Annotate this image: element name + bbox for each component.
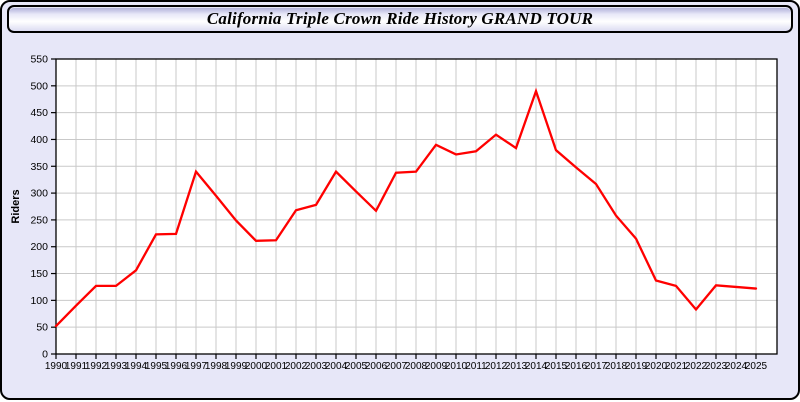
riders-line-series [54, 87, 758, 328]
x-tick-label: 2009 [425, 361, 448, 372]
x-tick-label: 2019 [625, 361, 648, 372]
x-tick-label: 2024 [725, 361, 748, 372]
page-title: California Triple Crown Ride History GRA… [206, 9, 594, 28]
y-tick-label: 250 [30, 214, 48, 226]
y-tick-label: 400 [30, 134, 48, 146]
y-tick-label: 200 [30, 241, 48, 253]
x-tick-label: 2002 [285, 361, 308, 372]
x-tick-label: 2013 [505, 361, 528, 372]
x-tick-label: 2018 [605, 361, 628, 372]
x-tick-label: 2004 [325, 361, 348, 372]
y-tick-label: 300 [30, 188, 48, 200]
y-axis-label: Riders [10, 189, 22, 223]
x-tick-label: 2006 [365, 361, 388, 372]
x-tick-label: 1990 [45, 361, 68, 372]
x-tick-label: 1994 [125, 361, 148, 372]
y-tick-label: 450 [30, 107, 48, 119]
x-tick-label: 2001 [265, 361, 288, 372]
x-tick-label: 2022 [685, 361, 708, 372]
x-tick-label: 2007 [385, 361, 408, 372]
title-bar: California Triple Crown Ride History GRA… [7, 5, 793, 33]
x-tick-label: 1993 [105, 361, 128, 372]
x-tick-label: 1996 [165, 361, 188, 372]
x-tick-label: 2015 [545, 361, 568, 372]
x-tick-label: 2011 [465, 361, 487, 372]
x-tick-label: 1998 [205, 361, 228, 372]
x-tick-label: 1995 [145, 361, 168, 372]
y-tick-label: 100 [30, 295, 48, 307]
x-tick-label: 2010 [445, 361, 468, 372]
y-tick-label: 150 [30, 268, 48, 280]
x-tick-label: 2000 [245, 361, 268, 372]
x-tick-label: 2012 [485, 361, 508, 372]
y-tick-label: 50 [36, 322, 48, 334]
x-tick-label: 2005 [345, 361, 368, 372]
x-tick-label: 2021 [665, 361, 688, 372]
y-tick-label: 500 [30, 80, 48, 92]
x-tick-label: 2025 [745, 361, 768, 372]
x-tick-label: 2023 [705, 361, 728, 372]
x-tick-label: 2003 [305, 361, 328, 372]
x-tick-label: 2008 [405, 361, 428, 372]
x-tick-label: 1991 [65, 361, 88, 372]
x-tick-label: 2014 [525, 361, 548, 372]
x-tick-label: 2020 [645, 361, 668, 372]
y-tick-label: 550 [30, 54, 48, 66]
x-tick-label: 1992 [85, 361, 108, 372]
y-tick-label: 350 [30, 161, 48, 173]
x-tick-label: 1997 [185, 361, 208, 372]
y-tick-label: 0 [42, 349, 48, 361]
x-tick-label: 1999 [225, 361, 248, 372]
x-tick-label: 2017 [585, 361, 608, 372]
x-tick-label: 2016 [565, 361, 588, 372]
